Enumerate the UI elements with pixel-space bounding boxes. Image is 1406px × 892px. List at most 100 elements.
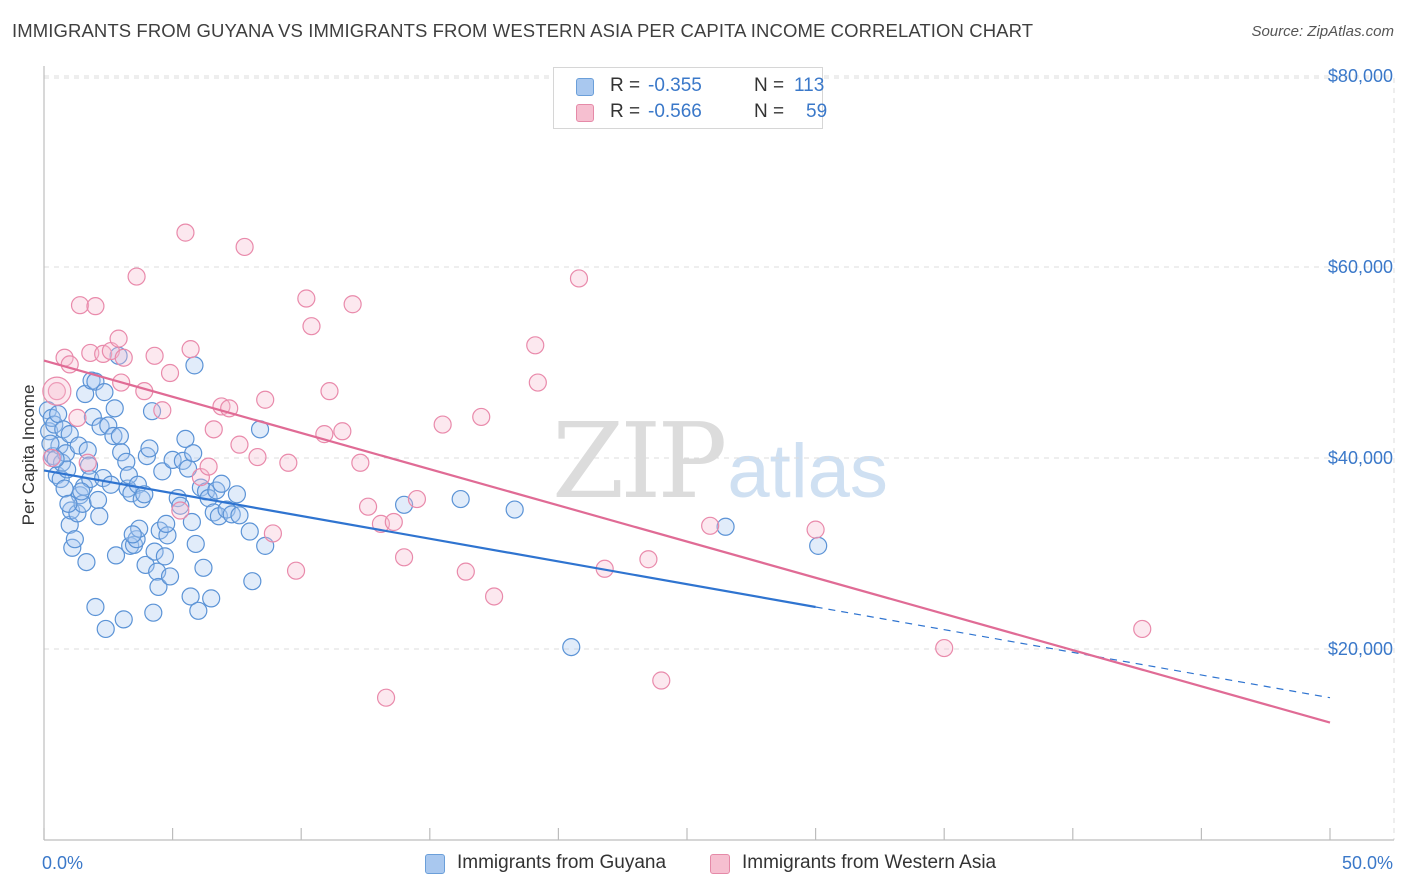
point-western-asia[interactable]	[68, 408, 87, 427]
point-western-asia[interactable]	[358, 497, 378, 516]
point-guyana[interactable]	[112, 443, 131, 462]
point-western-asia[interactable]	[376, 688, 396, 707]
point-western-asia[interactable]	[153, 401, 172, 420]
point-western-asia[interactable]	[652, 671, 671, 690]
point-western-asia[interactable]	[235, 237, 254, 257]
point-guyana[interactable]	[59, 494, 78, 513]
point-western-asia[interactable]	[333, 422, 352, 441]
point-guyana[interactable]	[227, 485, 246, 504]
point-western-asia[interactable]	[171, 501, 190, 520]
point-western-asia[interactable]	[639, 550, 658, 569]
point-guyana[interactable]	[105, 399, 124, 418]
point-guyana[interactable]	[157, 514, 176, 533]
point-guyana[interactable]	[194, 558, 213, 577]
point-western-asia[interactable]	[806, 520, 825, 539]
point-guyana[interactable]	[505, 500, 524, 519]
point-guyana[interactable]	[240, 522, 259, 541]
point-guyana[interactable]	[55, 479, 74, 498]
point-western-asia[interactable]	[127, 267, 146, 286]
point-western-asia[interactable]	[160, 363, 180, 383]
point-guyana[interactable]	[49, 404, 68, 424]
point-guyana[interactable]	[230, 506, 249, 525]
point-guyana[interactable]	[144, 603, 163, 622]
point-western-asia[interactable]	[86, 297, 105, 316]
point-western-asia[interactable]	[297, 289, 316, 308]
point-guyana[interactable]	[117, 452, 136, 471]
point-western-asia[interactable]	[935, 638, 954, 658]
point-guyana[interactable]	[91, 417, 110, 436]
point-guyana[interactable]	[110, 426, 129, 446]
point-guyana[interactable]	[90, 507, 109, 526]
point-guyana[interactable]	[140, 439, 159, 458]
point-western-asia[interactable]	[204, 420, 223, 439]
point-western-asia[interactable]	[456, 562, 475, 581]
point-guyana[interactable]	[69, 436, 88, 455]
point-western-asia[interactable]	[701, 516, 720, 535]
point-guyana[interactable]	[104, 426, 123, 446]
point-western-asia[interactable]	[176, 223, 195, 242]
point-western-asia[interactable]	[351, 453, 370, 472]
point-guyana[interactable]	[136, 555, 155, 575]
point-western-asia[interactable]	[384, 512, 403, 532]
point-guyana[interactable]	[114, 610, 133, 629]
point-guyana[interactable]	[132, 489, 151, 509]
point-guyana[interactable]	[96, 619, 115, 639]
point-guyana[interactable]	[809, 536, 828, 555]
point-guyana[interactable]	[153, 462, 172, 481]
point-guyana[interactable]	[99, 416, 118, 435]
point-guyana[interactable]	[185, 356, 204, 375]
point-guyana[interactable]	[451, 489, 470, 509]
point-western-asia[interactable]	[343, 295, 362, 314]
point-western-asia[interactable]	[47, 382, 66, 401]
point-western-asia[interactable]	[302, 317, 321, 336]
point-guyana[interactable]	[182, 512, 201, 532]
point-western-asia[interactable]	[320, 382, 339, 401]
point-guyana[interactable]	[181, 587, 200, 606]
point-guyana[interactable]	[243, 572, 262, 591]
point-western-asia[interactable]	[78, 453, 97, 472]
point-western-asia[interactable]	[407, 489, 427, 509]
point-guyana[interactable]	[160, 567, 180, 586]
point-guyana[interactable]	[212, 474, 231, 493]
point-western-asia[interactable]	[528, 373, 547, 392]
point-western-asia[interactable]	[70, 296, 90, 315]
point-guyana[interactable]	[101, 475, 120, 494]
point-western-asia[interactable]	[248, 447, 267, 467]
point-western-asia[interactable]	[526, 336, 545, 355]
point-guyana[interactable]	[202, 589, 221, 608]
point-guyana[interactable]	[123, 525, 142, 544]
point-guyana[interactable]	[155, 547, 174, 566]
point-guyana[interactable]	[222, 505, 241, 524]
point-western-asia[interactable]	[145, 346, 164, 365]
point-guyana[interactable]	[145, 542, 164, 561]
point-western-asia[interactable]	[286, 561, 306, 580]
point-western-asia[interactable]	[114, 348, 133, 367]
point-western-asia[interactable]	[199, 457, 218, 476]
point-guyana[interactable]	[72, 482, 91, 501]
point-guyana[interactable]	[65, 530, 84, 549]
point-guyana[interactable]	[171, 496, 190, 515]
point-guyana[interactable]	[78, 441, 97, 460]
point-guyana[interactable]	[45, 415, 64, 434]
point-guyana[interactable]	[189, 601, 208, 620]
point-western-asia[interactable]	[181, 340, 200, 359]
point-guyana[interactable]	[186, 534, 205, 554]
point-western-asia[interactable]	[279, 453, 298, 472]
point-western-asia[interactable]	[42, 448, 61, 468]
point-western-asia[interactable]	[256, 390, 275, 409]
point-guyana[interactable]	[86, 597, 105, 617]
point-guyana[interactable]	[176, 429, 195, 448]
point-western-asia[interactable]	[433, 415, 452, 434]
point-western-asia[interactable]	[81, 343, 100, 363]
point-guyana[interactable]	[88, 490, 108, 510]
point-western-asia[interactable]	[394, 548, 414, 567]
point-guyana[interactable]	[184, 444, 203, 463]
point-guyana[interactable]	[83, 407, 102, 427]
point-guyana[interactable]	[77, 552, 96, 572]
point-western-asia[interactable]	[569, 269, 589, 288]
point-western-asia[interactable]	[263, 524, 283, 543]
point-western-asia[interactable]	[230, 435, 249, 454]
point-guyana[interactable]	[716, 517, 735, 536]
point-western-asia[interactable]	[472, 407, 491, 427]
point-guyana[interactable]	[135, 485, 154, 504]
